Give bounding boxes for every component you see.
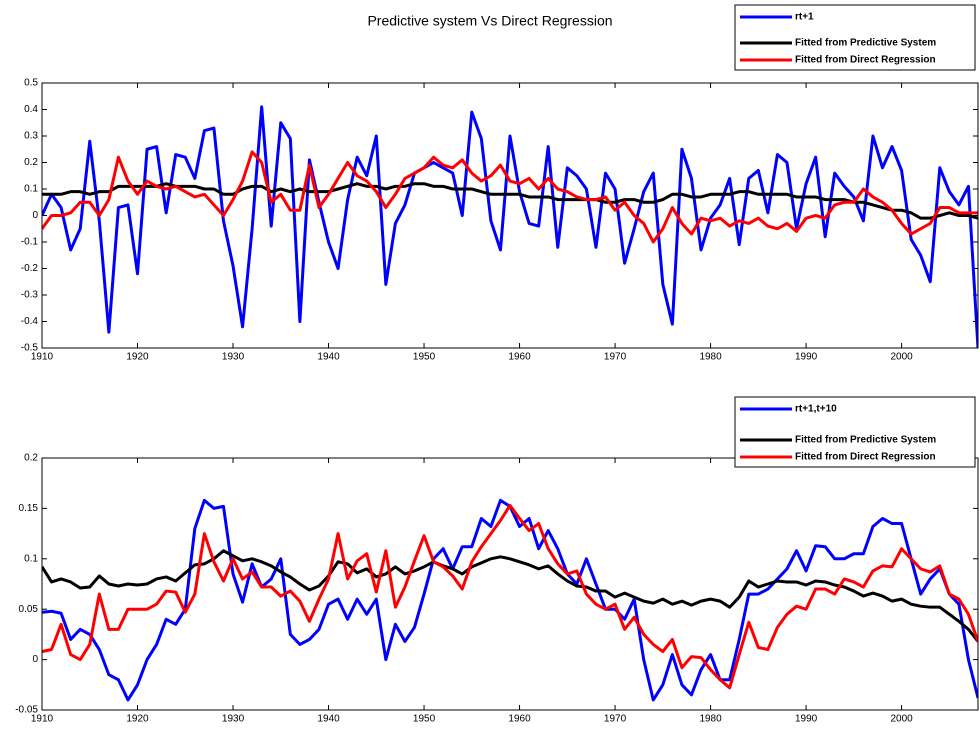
x-tick-label: 1930 [222, 352, 245, 363]
y-tick-label: 0.5 [24, 78, 38, 89]
x-tick-label: 2000 [890, 714, 913, 725]
x-tick-label: 1960 [508, 352, 531, 363]
x-tick-label: 1930 [222, 714, 245, 725]
y-tick-label: -0.3 [21, 290, 39, 301]
series-line [42, 503, 978, 690]
y-tick-label: -0.4 [21, 316, 39, 327]
x-tick-label: 1920 [126, 714, 149, 725]
x-tick-label: 1940 [317, 352, 340, 363]
y-tick-label: 0 [32, 210, 38, 221]
y-tick-label: 0.4 [24, 104, 38, 115]
y-tick-label: -0.1 [21, 237, 39, 248]
y-tick-label: -0.2 [21, 263, 39, 274]
x-tick-label: 1970 [604, 714, 627, 725]
y-tick-label: 0.15 [19, 503, 39, 514]
x-tick-label: 1920 [126, 352, 149, 363]
y-tick-label: 0.1 [24, 184, 38, 195]
y-tick-label: 0.2 [24, 157, 38, 168]
legend-label: Fitted from Direct Regression [795, 55, 936, 66]
x-tick-label: 1910 [31, 714, 54, 725]
legend-label: rt+1,t+10 [795, 404, 837, 415]
x-tick-label: 1910 [31, 352, 54, 363]
series-line [42, 105, 978, 348]
y-tick-label: 0 [32, 654, 38, 665]
series-line [42, 182, 978, 220]
y-tick-label: -0.5 [21, 343, 39, 354]
axes-box [41, 457, 979, 711]
chart-title: Predictive system Vs Direct Regression [367, 13, 612, 29]
y-tick-label: 0.1 [24, 553, 38, 564]
y-tick-label: 0.3 [24, 131, 38, 142]
x-tick-label: 2000 [890, 352, 913, 363]
x-tick-label: 1960 [508, 714, 531, 725]
legend-label: Fitted from Direct Regression [795, 452, 936, 463]
y-tick-label: -0.05 [15, 705, 38, 716]
legend-label: rt+1 [795, 12, 814, 23]
legend-label: Fitted from Predictive System [795, 435, 936, 446]
y-tick-label: 0.2 [24, 453, 38, 464]
x-tick-label: 1950 [413, 352, 436, 363]
x-tick-label: 1980 [699, 352, 722, 363]
x-tick-label: 1950 [413, 714, 436, 725]
axes-box [41, 82, 979, 349]
y-tick-label: 0.05 [19, 604, 39, 615]
legend-label: Fitted from Predictive System [795, 38, 936, 49]
x-tick-label: 1980 [699, 714, 722, 725]
x-tick-label: 1990 [795, 352, 818, 363]
x-tick-label: 1970 [604, 352, 627, 363]
plot-area [42, 458, 978, 710]
x-tick-label: 1940 [317, 714, 340, 725]
plot-area [42, 83, 978, 348]
series-line [42, 150, 978, 244]
x-tick-label: 1990 [795, 714, 818, 725]
